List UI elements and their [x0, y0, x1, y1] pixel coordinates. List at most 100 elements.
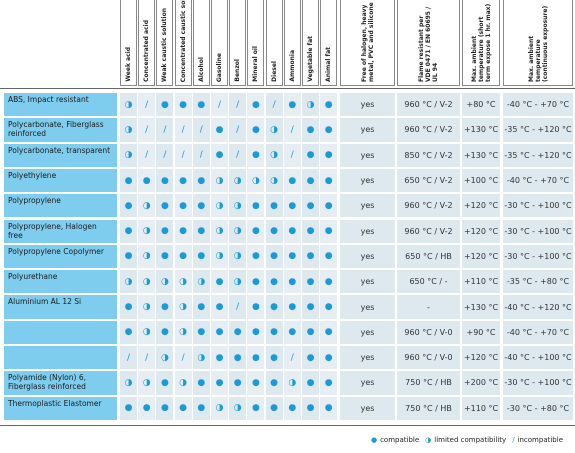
table-cell: ◑: [120, 118, 137, 142]
row-label: Polyurethane: [4, 270, 117, 294]
table-cell: ●: [138, 168, 156, 193]
table-cell: ◑: [192, 270, 210, 294]
table-frame: [0, 88, 575, 426]
column-header-text: Vegetable fat: [307, 36, 314, 82]
table-cell: /: [192, 118, 210, 142]
table-cell: ●: [320, 295, 338, 319]
table-cell: /: [211, 93, 228, 117]
table-cell: ●: [120, 244, 137, 269]
table-cell: ◑: [138, 270, 156, 294]
table-cell: -30 °C - +100 °C: [503, 219, 573, 243]
table-cell: ●: [265, 346, 283, 370]
table-cell: ●: [320, 194, 338, 218]
table-cell: -40 °C - +70 °C: [503, 93, 573, 117]
column-header-text: Animal fat: [325, 47, 333, 82]
table-cell: /: [156, 118, 174, 142]
table-cell: ●: [247, 396, 265, 420]
row-label: Polypropylene Copolymer: [4, 244, 117, 269]
table-cell: ●: [156, 396, 174, 420]
table-cell: ◑: [229, 270, 247, 294]
table-cell: ●: [320, 371, 338, 395]
table-cell: ●: [265, 270, 283, 294]
table-cell: /: [174, 346, 192, 370]
table-cell: ●: [302, 371, 319, 395]
table-cell: +100 °C: [462, 168, 500, 193]
table-cell: ●: [320, 168, 338, 193]
table-cell: +120 °C: [462, 219, 500, 243]
table-cell: +90 °C: [462, 320, 500, 344]
column-header: Concentrated acid: [138, 0, 156, 86]
table-cell: ●: [283, 244, 301, 269]
row-label: Polypropylene: [4, 194, 117, 218]
legend: ● compatible ◑ limited compatibility / incomp…: [371, 436, 569, 444]
table-cell: ◑: [265, 118, 283, 142]
column-header: Alcohol: [192, 0, 210, 86]
legend-text: compatible: [380, 436, 420, 444]
table-cell: ●: [211, 270, 228, 294]
table-cell: -30 °C - +100 °C: [503, 194, 573, 218]
table-cell: ●: [211, 118, 228, 142]
column-header-text: Free of halogen, heavy metal, PVC and si…: [360, 2, 375, 82]
table-cell: ◑: [211, 219, 228, 243]
row-label: Polypropylene, Halogen free: [4, 219, 117, 243]
table-cell: ◑: [265, 168, 283, 193]
table-cell: ◑: [229, 244, 247, 269]
table-cell: ◑: [138, 194, 156, 218]
column-header-text: Alcohol: [197, 57, 205, 82]
table-cell: yes: [340, 371, 395, 395]
table-cell: ◑: [156, 270, 174, 294]
column-header: Benzol: [229, 0, 247, 86]
table-cell: /: [229, 118, 247, 142]
table-cell: ●: [156, 93, 174, 117]
table-cell: ●: [302, 244, 319, 269]
column-header-text: Ammonia: [288, 50, 296, 82]
table-cell: +120 °C: [462, 244, 500, 269]
table-cell: ●: [120, 219, 137, 243]
table-cell: ●: [320, 219, 338, 243]
table-cell: -30 °C - +100 °C: [503, 371, 573, 395]
table-cell: ●: [283, 168, 301, 193]
column-header: Gasoline: [211, 0, 228, 86]
table-cell: -: [397, 295, 460, 319]
table-cell: ◑: [120, 371, 137, 395]
table-cell: ◑: [120, 93, 137, 117]
table-cell: 960 °C / V-0: [397, 346, 460, 370]
column-header-text: Concentrated caustic solution: [179, 0, 187, 82]
table-cell: ●: [302, 346, 319, 370]
table-cell: ●: [247, 371, 265, 395]
table-cell: ●: [211, 143, 228, 167]
table-cell: ●: [320, 270, 338, 294]
table-cell: -35 °C - +120 °C: [503, 118, 573, 142]
column-header: Max. ambient temperature (short term exp…: [462, 0, 500, 86]
table-cell: ◑: [229, 194, 247, 218]
column-header: Concentrated caustic solution: [174, 0, 192, 86]
row-label: [4, 320, 117, 344]
table-cell: ●: [302, 320, 319, 344]
table-cell: yes: [340, 295, 395, 319]
column-header-text: Concentrated acid: [143, 20, 151, 82]
column-header: Vegetable fat: [302, 0, 319, 86]
table-cell: yes: [340, 194, 395, 218]
column-header: Max. ambient temperature (continuous exp…: [503, 0, 573, 86]
table-cell: +130 °C: [462, 295, 500, 319]
table-cell: -35 °C - +80 °C: [503, 270, 573, 294]
row-label: Thermoplastic Elastomer: [4, 396, 117, 420]
table-cell: 750 °C / HB: [397, 371, 460, 395]
table-cell: ●: [302, 270, 319, 294]
table-cell: 750 °C / HB: [397, 396, 460, 420]
table-cell: ●: [192, 396, 210, 420]
table-cell: ◑: [138, 244, 156, 269]
table-cell: ●: [229, 320, 247, 344]
table-cell: +110 °C: [462, 270, 500, 294]
table-cell: ●: [320, 244, 338, 269]
table-cell: ◑: [138, 219, 156, 243]
row-label: [4, 346, 117, 370]
column-header: Weak caustic solution: [156, 0, 174, 86]
table-cell: ●: [211, 320, 228, 344]
table-cell: ◑: [174, 320, 192, 344]
table-cell: ●: [174, 168, 192, 193]
table-cell: +80 °C: [462, 93, 500, 117]
table-cell: ●: [320, 118, 338, 142]
column-header: Mineral oil: [247, 0, 265, 86]
table-cell: ●: [156, 320, 174, 344]
